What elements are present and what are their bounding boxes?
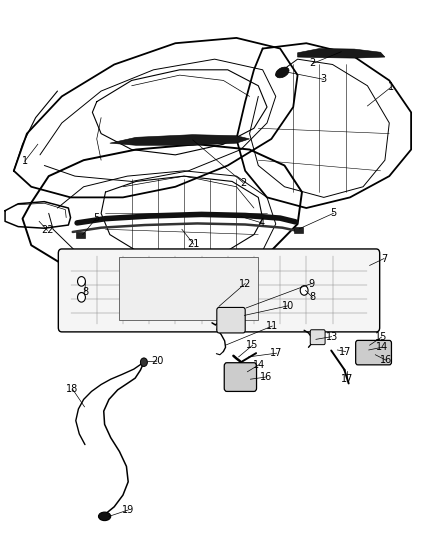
Text: 9: 9 xyxy=(308,279,314,288)
Text: 14: 14 xyxy=(376,342,388,352)
Text: 21: 21 xyxy=(187,239,200,249)
Text: 8: 8 xyxy=(309,292,315,302)
Text: 2: 2 xyxy=(240,177,246,188)
Text: 1: 1 xyxy=(389,82,395,92)
Circle shape xyxy=(141,358,148,367)
Text: 1: 1 xyxy=(21,156,28,166)
Text: 19: 19 xyxy=(122,505,134,515)
FancyBboxPatch shape xyxy=(224,363,257,391)
Polygon shape xyxy=(297,49,385,58)
Text: 5: 5 xyxy=(330,208,336,219)
Circle shape xyxy=(300,286,308,295)
Text: 11: 11 xyxy=(266,321,279,331)
Bar xyxy=(119,257,258,320)
Text: 4: 4 xyxy=(259,218,265,228)
Text: 12: 12 xyxy=(239,279,251,288)
Text: 22: 22 xyxy=(41,225,54,236)
FancyBboxPatch shape xyxy=(356,341,392,365)
Text: 15: 15 xyxy=(375,332,388,342)
Text: 14: 14 xyxy=(253,360,265,370)
Text: 16: 16 xyxy=(380,355,392,365)
Text: 5: 5 xyxy=(94,213,100,223)
Text: 8: 8 xyxy=(82,287,88,297)
FancyBboxPatch shape xyxy=(58,249,380,332)
Text: 2: 2 xyxy=(310,59,316,68)
FancyBboxPatch shape xyxy=(310,330,325,345)
Text: 18: 18 xyxy=(66,384,78,394)
Text: 15: 15 xyxy=(247,340,259,350)
Text: 3: 3 xyxy=(321,75,327,84)
Text: 13: 13 xyxy=(325,332,338,342)
Text: 17: 17 xyxy=(341,374,353,384)
Text: 17: 17 xyxy=(339,346,352,357)
Bar xyxy=(294,227,303,233)
Ellipse shape xyxy=(276,67,289,78)
Text: 17: 17 xyxy=(270,348,283,358)
Text: 7: 7 xyxy=(381,254,387,263)
FancyBboxPatch shape xyxy=(217,308,245,333)
Circle shape xyxy=(78,293,85,302)
Circle shape xyxy=(78,277,85,286)
Polygon shape xyxy=(110,135,250,146)
Text: 16: 16 xyxy=(260,372,272,382)
Text: 20: 20 xyxy=(151,356,163,366)
Bar xyxy=(76,232,85,238)
Text: 10: 10 xyxy=(282,301,294,311)
Ellipse shape xyxy=(99,512,111,521)
